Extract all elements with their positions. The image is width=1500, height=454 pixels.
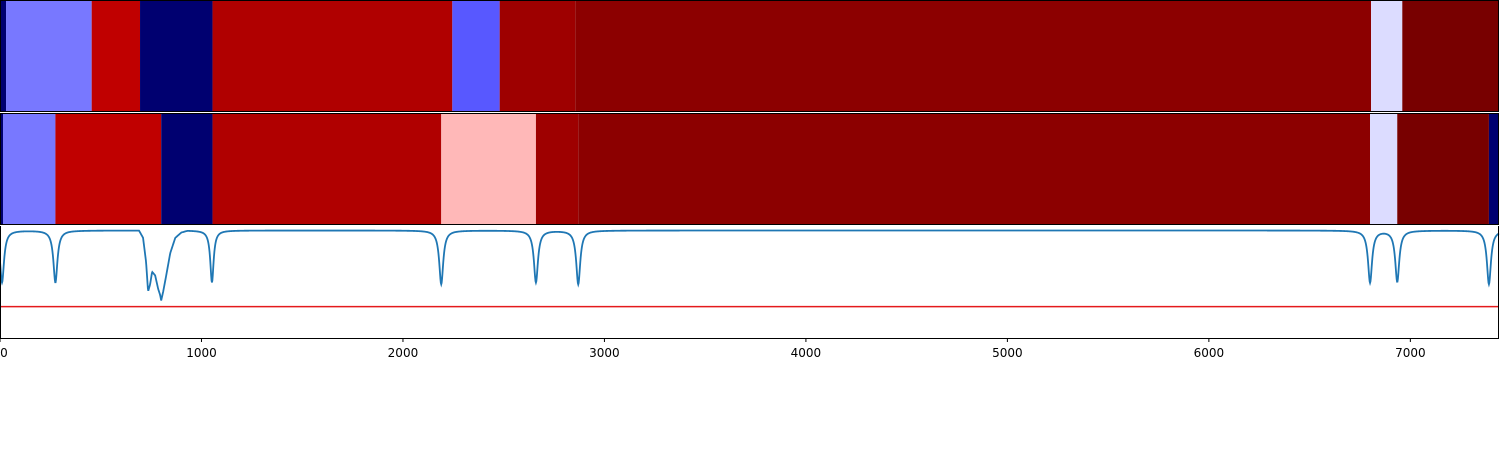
heatmap-2-segment-5	[441, 113, 536, 225]
heatmap-2-segment-9	[1397, 113, 1489, 225]
heatmap-1-segment-4	[212, 0, 453, 112]
x-tick-label-2000: 2000	[388, 346, 419, 360]
x-tick-label-6000: 6000	[1194, 346, 1225, 360]
heatmap-1-segment-9	[1402, 0, 1499, 112]
heatmap-2-segment-1	[3, 113, 56, 225]
x-tick-label-3000: 3000	[589, 346, 620, 360]
heatmap-2-segment-3	[161, 113, 213, 225]
heatmap-1-segment-1	[6, 0, 92, 112]
heatmap-1-segment-2	[91, 0, 141, 112]
heatmap-2-segment-2	[55, 113, 162, 225]
heatmap-1-segment-7	[575, 0, 1372, 112]
heatmap-1-segment-5	[452, 0, 500, 112]
heatmap-panel-2	[0, 113, 1499, 225]
x-tick-label-0: 0	[0, 346, 8, 360]
heatmap-2-segment-10	[1488, 113, 1499, 225]
heatmap-2-segment-0	[0, 113, 4, 225]
x-tick-label-7000: 7000	[1395, 346, 1426, 360]
heatmap-1-segment-0	[0, 0, 7, 112]
heatmap-2-segment-4	[212, 113, 442, 225]
heatmap-2-segment-7	[578, 113, 1371, 225]
heatmap-2-segment-6	[535, 113, 579, 225]
heatmap-2-frame	[0, 113, 1499, 225]
heatmap-panel-1	[0, 0, 1499, 112]
signal-line	[0, 229, 1500, 301]
heatmap-2-segment-8	[1370, 113, 1398, 225]
heatmap-1-segment-6	[499, 0, 576, 112]
heatmap-1-frame	[0, 0, 1499, 112]
x-tick-label-1000: 1000	[186, 346, 217, 360]
heatmap-1-segment-8	[1371, 0, 1403, 112]
line-panel: 0 1000 2000 3000 4000 5000 6000 7000	[0, 226, 1500, 360]
heatmap-1-segment-3	[140, 0, 213, 112]
x-tick-label-4000: 4000	[791, 346, 822, 360]
x-tick-label-5000: 5000	[992, 346, 1023, 360]
